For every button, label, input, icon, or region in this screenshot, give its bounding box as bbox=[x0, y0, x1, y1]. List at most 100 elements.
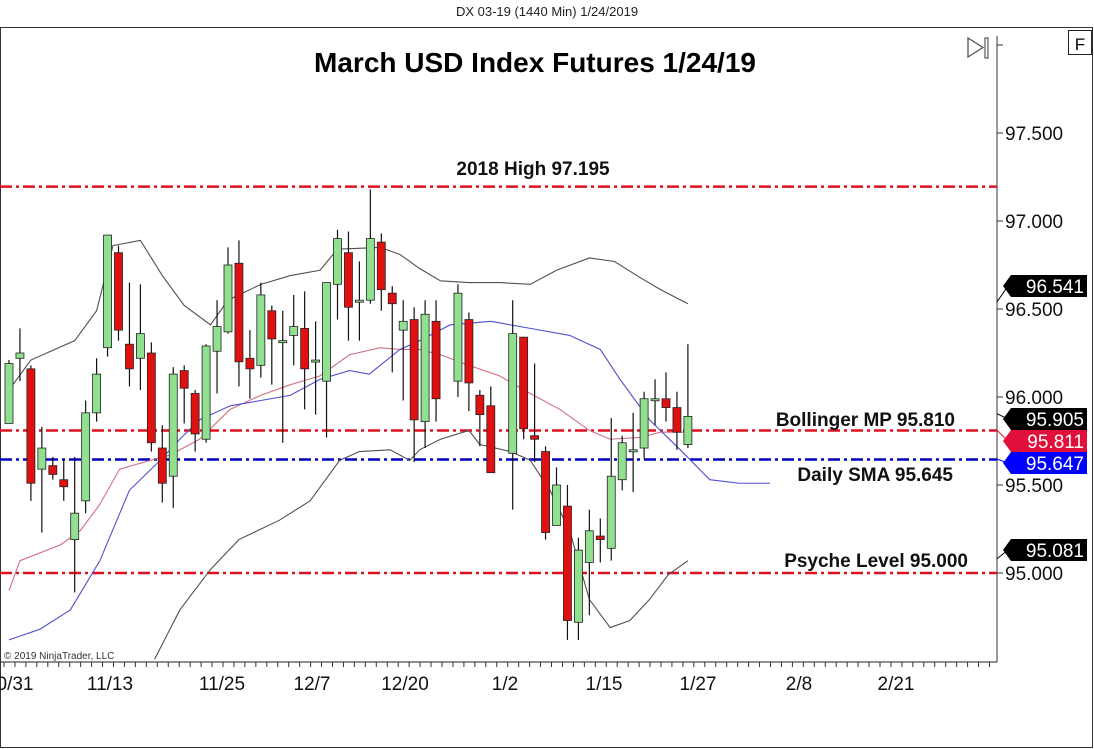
date-tick-label: 1/27 bbox=[680, 674, 717, 695]
candle bbox=[157, 425, 167, 503]
candle-body-up bbox=[584, 530, 594, 563]
price-tag-label: 96.541 bbox=[1026, 277, 1084, 298]
candle bbox=[475, 389, 485, 447]
date-tick-label: 11/25 bbox=[199, 674, 245, 695]
candle-body-up bbox=[289, 326, 299, 336]
candle bbox=[420, 300, 430, 449]
candle bbox=[245, 330, 255, 399]
price-tag-shape bbox=[1003, 408, 1087, 430]
candle bbox=[584, 509, 594, 616]
candle bbox=[541, 446, 550, 540]
candle-body-down bbox=[661, 398, 671, 408]
price-tick-label: 96.000 bbox=[1005, 388, 1063, 409]
candle bbox=[114, 245, 123, 341]
candle bbox=[606, 418, 616, 561]
date-tick-label: 12/20 bbox=[381, 674, 429, 695]
candle-body-up bbox=[81, 412, 91, 502]
candle bbox=[190, 389, 200, 452]
bollinger-lower-line bbox=[154, 429, 689, 660]
candle-body-up bbox=[256, 294, 266, 366]
candle bbox=[92, 358, 101, 422]
candle-body-down bbox=[464, 319, 474, 384]
date-tick-label: 2/21 bbox=[878, 674, 915, 695]
candle bbox=[256, 282, 266, 378]
price-tag-shape bbox=[1003, 539, 1087, 561]
candle-body-down bbox=[179, 370, 189, 389]
candle-body-down bbox=[409, 319, 419, 421]
candle-body-up bbox=[628, 449, 638, 453]
candle bbox=[617, 435, 627, 491]
candle-body-up bbox=[223, 264, 233, 333]
candle-body-down bbox=[475, 394, 485, 415]
candle bbox=[431, 300, 441, 422]
price-tag-label: 95.081 bbox=[1026, 541, 1084, 562]
candle bbox=[4, 360, 14, 424]
candle bbox=[628, 412, 638, 493]
price-tag-label: 95.811 bbox=[1027, 432, 1084, 453]
candle bbox=[365, 189, 375, 304]
candle bbox=[398, 300, 408, 401]
candle bbox=[125, 282, 134, 387]
candle bbox=[15, 328, 25, 382]
candle-body-up bbox=[574, 549, 583, 623]
candle-body-up bbox=[278, 340, 288, 344]
candle-body-down bbox=[387, 292, 397, 305]
candle-body-up bbox=[4, 363, 14, 424]
candle-body-down bbox=[48, 465, 58, 475]
window-title: DX 03-19 (1440 Min) 1/24/2019 bbox=[455, 4, 639, 19]
price-tag-shape bbox=[1003, 275, 1087, 297]
bollinger-mid-line bbox=[8, 347, 688, 591]
candle-body-up bbox=[15, 352, 25, 359]
sma-line bbox=[8, 320, 771, 641]
candle-body-down bbox=[267, 310, 277, 340]
candle-body-down bbox=[190, 393, 200, 435]
candle bbox=[387, 286, 397, 373]
f-button[interactable]: F bbox=[1068, 30, 1092, 55]
candle bbox=[212, 300, 222, 394]
candle bbox=[201, 344, 211, 443]
candle-body-down bbox=[114, 252, 123, 331]
candle-body-up bbox=[168, 373, 178, 477]
candle bbox=[519, 336, 529, 440]
chart-title: March USD Index Futures 1/24/19 bbox=[314, 47, 756, 78]
candle-body-down bbox=[563, 505, 572, 621]
candle-body-down bbox=[245, 357, 255, 370]
candle-body-down bbox=[519, 336, 529, 430]
candle bbox=[595, 518, 605, 563]
candle-body-up bbox=[639, 398, 649, 449]
price-tag: 95.905 bbox=[996, 408, 1087, 431]
date-tick-label: 11/13 bbox=[87, 674, 133, 695]
candle bbox=[146, 342, 156, 452]
candle bbox=[661, 372, 671, 422]
price-tick-label: 95.000 bbox=[1005, 564, 1063, 585]
play-to-end-icon[interactable] bbox=[967, 36, 989, 59]
date-tick-label: 0/31 bbox=[0, 674, 33, 695]
price-tag: 95.811 bbox=[996, 429, 1087, 453]
candle-body-up bbox=[354, 299, 364, 303]
candle-body-down bbox=[541, 451, 550, 533]
candle bbox=[672, 391, 682, 450]
price-tag-shape bbox=[1003, 452, 1087, 474]
candle bbox=[278, 310, 288, 443]
candle-body-up bbox=[398, 320, 408, 331]
level-label: 2018 High 97.195 bbox=[456, 159, 610, 180]
candle-body-up bbox=[70, 512, 80, 540]
candle-body-up bbox=[650, 398, 660, 402]
candle-body-down bbox=[344, 252, 353, 308]
candle-body-down bbox=[431, 320, 441, 400]
candle bbox=[453, 284, 463, 397]
candle bbox=[333, 229, 342, 320]
candle bbox=[563, 485, 572, 640]
candle bbox=[508, 300, 518, 510]
candle-body-up bbox=[552, 484, 561, 526]
candle-body-up bbox=[135, 333, 145, 359]
candle bbox=[70, 456, 80, 593]
candle bbox=[135, 284, 145, 390]
candle-body-up bbox=[617, 442, 627, 481]
candle bbox=[168, 367, 178, 508]
candle-body-down bbox=[486, 405, 496, 474]
candle-body-down bbox=[234, 262, 244, 363]
price-tag: 95.647 bbox=[996, 452, 1087, 475]
candle-body-up bbox=[453, 292, 463, 382]
